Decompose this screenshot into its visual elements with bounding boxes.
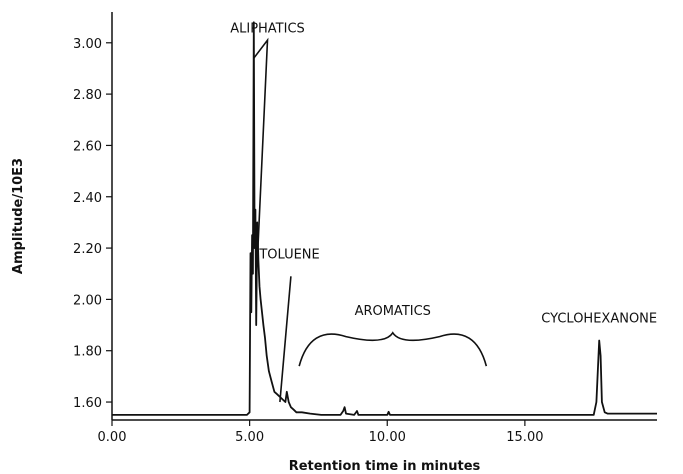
- annotation-toluene-label: TOLUENE: [258, 247, 319, 262]
- series-group: [112, 21, 657, 416]
- x-tick-label: 0.00: [98, 430, 127, 445]
- aliphatics-leader-line: [253, 37, 269, 249]
- x-tick-label: 10.00: [369, 430, 406, 445]
- y-tick-label: 2.80: [73, 88, 102, 103]
- x-tick-label: 15.00: [506, 430, 543, 445]
- x-tick-label: 5.00: [235, 430, 264, 445]
- ticks-group: 1.60 1.80 2.00 2.20 2.40 2.60 2.80 3.00 0.00 5.00…: [73, 37, 543, 445]
- chromatogram-line: [112, 21, 657, 416]
- y-tick-label: 1.80: [73, 345, 102, 360]
- axes-group: [111, 12, 657, 421]
- annotation-aliphatics-label: ALIPHATICS: [230, 22, 305, 37]
- y-tick-label: 1.60: [73, 396, 102, 411]
- annotation-cyclohexanone-label: CYCLOHEXANONE: [541, 311, 657, 326]
- x-axis-title: Retention time in minutes: [289, 459, 481, 474]
- y-tick-label: 2.00: [73, 293, 102, 308]
- y-tick-label: 2.20: [73, 242, 102, 257]
- toluene-leader-line: [279, 276, 292, 403]
- aromatics-brace: [298, 331, 488, 367]
- y-tick-label: 3.00: [73, 37, 102, 52]
- y-tick-label: 2.60: [73, 139, 102, 154]
- annotations-group: ALIPHATICS TOLUENE AROMATICS CYCLOHEXANONE: [230, 22, 657, 403]
- y-axis-title: Amplitude/10E3: [11, 158, 26, 274]
- annotation-aromatics-label: AROMATICS: [355, 304, 431, 319]
- y-tick-label: 2.40: [73, 191, 102, 206]
